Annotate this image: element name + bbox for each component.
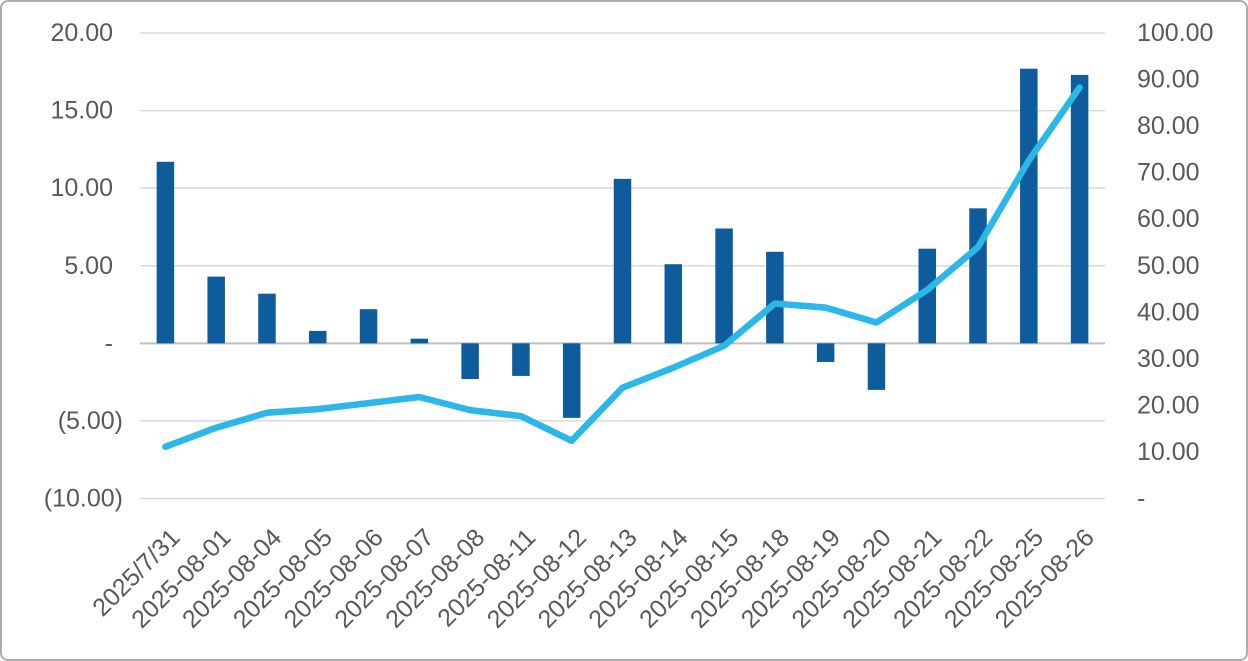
left-axis-label: (10.00) bbox=[44, 485, 123, 513]
bar bbox=[613, 178, 632, 344]
bar bbox=[918, 248, 936, 344]
bar bbox=[1020, 68, 1038, 344]
right-axis-label: 100.00 bbox=[1137, 19, 1213, 47]
bar bbox=[969, 208, 987, 344]
bar bbox=[461, 343, 479, 380]
bar bbox=[562, 343, 581, 418]
left-axis-label: (5.00) bbox=[58, 407, 123, 435]
bar bbox=[258, 293, 276, 344]
bar bbox=[512, 343, 530, 376]
bar bbox=[816, 343, 835, 362]
line-series bbox=[162, 84, 1083, 451]
right-axis-label: 70.00 bbox=[1137, 159, 1200, 187]
bar bbox=[410, 338, 429, 344]
left-axis-label: 5.00 bbox=[64, 252, 113, 280]
right-axis-label: 50.00 bbox=[1137, 252, 1200, 280]
left-axis-label: 15.00 bbox=[50, 97, 113, 125]
bar bbox=[207, 276, 225, 344]
right-axis-label: 40.00 bbox=[1137, 298, 1200, 326]
right-axis-label: 30.00 bbox=[1137, 345, 1200, 373]
bar bbox=[156, 161, 175, 344]
bar bbox=[664, 264, 683, 344]
left-axis-label: - bbox=[105, 329, 113, 357]
right-axis-label: 80.00 bbox=[1137, 112, 1200, 140]
left-axis-label: 20.00 bbox=[50, 19, 113, 47]
bar bbox=[359, 309, 378, 344]
right-axis-label: 20.00 bbox=[1137, 391, 1200, 419]
left-axis-label: 10.00 bbox=[50, 174, 113, 202]
bar bbox=[715, 228, 733, 344]
right-axis-label: 10.00 bbox=[1137, 438, 1200, 466]
bar bbox=[766, 251, 784, 344]
right-axis-label: 60.00 bbox=[1137, 205, 1200, 233]
bar bbox=[1070, 74, 1089, 344]
right-axis-label: - bbox=[1137, 485, 1145, 513]
bar bbox=[309, 330, 327, 344]
right-axis-label: 90.00 bbox=[1137, 66, 1200, 94]
bar bbox=[867, 343, 886, 390]
